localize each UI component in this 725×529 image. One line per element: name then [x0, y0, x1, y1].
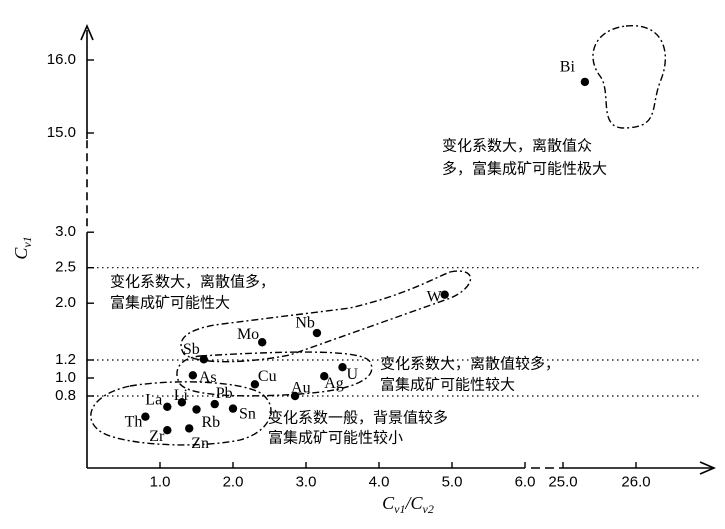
point-label-la: La	[145, 391, 162, 408]
y-tick-label-16-0: 16.0	[47, 51, 76, 68]
point-label-nb: Nb	[295, 315, 315, 332]
point-th	[141, 412, 150, 421]
point-ag	[320, 372, 329, 381]
x-tick-label-5-0: 5.0	[442, 473, 463, 490]
y-tick-label-1-0: 1.0	[55, 369, 76, 386]
x-axis-label: Cv1/Cv2	[382, 493, 434, 516]
group-outline-low	[90, 381, 272, 446]
point-u	[338, 363, 347, 372]
annotation-3-line-2: 富集成矿可能性较大	[380, 376, 515, 394]
reference-lines	[87, 267, 700, 397]
y-tick-label-15-0: 15.0	[47, 124, 76, 141]
x-tick-label-1-0: 1.0	[150, 473, 171, 490]
y-tick-label-1-2: 1.2	[55, 351, 76, 368]
point-label-sn: Sn	[239, 405, 256, 422]
x-tick-label-25-0: 25.0	[548, 473, 577, 490]
point-label-w: W	[427, 288, 443, 305]
point-label-zr: Zr	[149, 428, 165, 445]
tick-labels: 1.0 2.0 3.0 4.0 5.0 6.0 25.0 26.00.81.01.22.02.…	[47, 51, 651, 490]
point-label-bi: Bi	[560, 59, 576, 76]
point-label-mo: Mo	[237, 326, 259, 343]
x-tick-label-3-0: 3.0	[296, 473, 317, 490]
group-outlines	[90, 25, 667, 446]
point-label-zn: Zn	[191, 435, 209, 452]
group-outline-medium	[176, 351, 373, 397]
y-tick-label-2-0: 2.0	[55, 294, 76, 311]
point-label-u: U	[347, 366, 359, 383]
point-zr	[163, 426, 172, 435]
x-tick-label-2-0: 2.0	[223, 473, 244, 490]
group-outline-bi	[592, 25, 667, 129]
point-label-li: Li	[174, 387, 189, 404]
point-bi	[580, 77, 590, 87]
point-as	[188, 371, 198, 380]
point-w	[440, 290, 449, 299]
point-li	[177, 398, 187, 407]
point-label-as: As	[199, 369, 217, 386]
point-label-cu: Cu	[258, 368, 277, 385]
point-zn	[185, 424, 194, 433]
point-sn	[228, 404, 238, 413]
point-sb	[199, 355, 208, 364]
point-label-au: Au	[291, 380, 311, 397]
x-axis-arrow	[699, 461, 717, 475]
x-tick-label-26-0: 26.0	[621, 473, 650, 490]
group-outline-high	[180, 270, 472, 363]
annotation-4-line-1: 变化系数一般，背景值较多	[268, 409, 448, 427]
axes	[80, 23, 717, 475]
annotation-2-line-1: 变化系数大，离散值多，	[110, 273, 275, 291]
x-tick-label-6-0: 6.0	[515, 473, 536, 490]
point-la	[163, 402, 172, 411]
point-rb	[192, 405, 201, 414]
y-tick-label-3-0: 3.0	[55, 223, 76, 240]
point-label-ag: Ag	[324, 375, 344, 392]
y-tick-label-2-5: 2.5	[55, 259, 76, 276]
annotation-1-line-2: 多，富集成矿可能性极大	[442, 160, 607, 178]
point-au	[290, 391, 300, 401]
annotation-3-line-1: 变化系数大，离散值较多，	[380, 355, 560, 373]
y-axis-arrow	[80, 23, 94, 41]
point-nb	[312, 328, 322, 338]
point-label-pb: Pb	[216, 385, 233, 402]
annotation-1-line-1: 变化系数大，离散值众	[442, 137, 592, 155]
y-axis-label: Cv1	[11, 236, 34, 259]
data-points: Bi W Nb Mo Sb UAg As Cu Au Li Pb La Sn Rb Th Zr Zn	[125, 59, 590, 452]
point-label-rb: Rb	[202, 414, 221, 431]
annotation-2-line-2: 富集成矿可能性大	[110, 294, 230, 312]
point-pb	[210, 399, 219, 409]
point-label-th: Th	[125, 413, 143, 430]
y-tick-label-0-8: 0.8	[55, 387, 76, 404]
point-label-sb: Sb	[183, 341, 200, 358]
point-cu	[250, 380, 260, 389]
annotation-4-line-2: 富集成矿可能性较小	[268, 429, 403, 447]
x-tick-label-4-0: 4.0	[369, 473, 390, 490]
point-mo	[258, 338, 267, 347]
